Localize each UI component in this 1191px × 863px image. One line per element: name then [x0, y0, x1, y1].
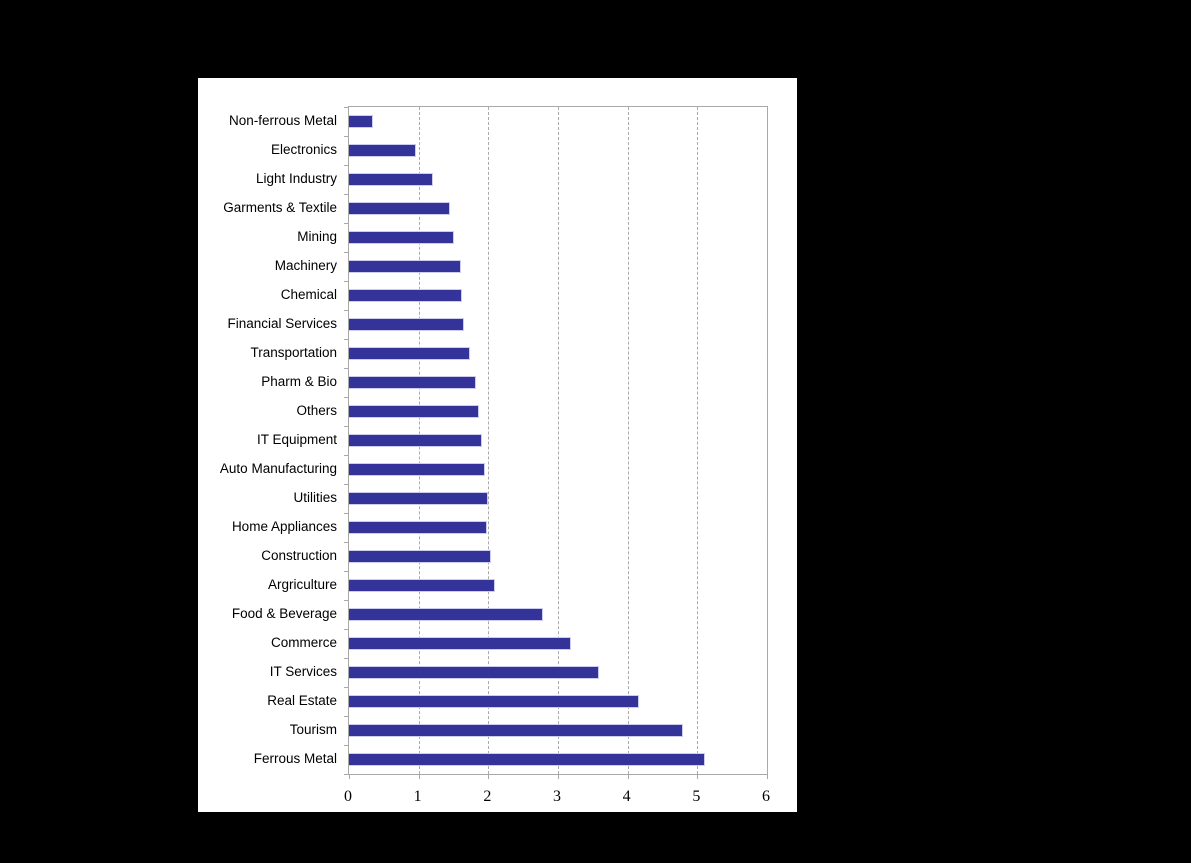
- y-axis-tick: [344, 368, 349, 369]
- x-tick-label: 5: [692, 788, 701, 805]
- x-tick-label: 2: [483, 788, 492, 805]
- bar: [349, 289, 462, 302]
- category-label: Utilities: [293, 490, 337, 505]
- y-axis-tick: [344, 194, 349, 195]
- bar: [349, 550, 492, 563]
- y-axis-tick: [344, 397, 349, 398]
- category-label: Auto Manufacturing: [219, 461, 337, 476]
- y-axis-tick: [344, 484, 349, 485]
- x-axis-tick: [488, 775, 490, 779]
- category-label: IT Services: [269, 664, 337, 679]
- y-axis-tick: [344, 658, 349, 659]
- x-tick-label: 3: [553, 788, 561, 805]
- x-tick-label: 4: [622, 788, 631, 805]
- y-axis-tick: [344, 629, 349, 630]
- x-axis-tick: [558, 775, 559, 779]
- bar: [349, 231, 455, 244]
- category-label: Garments & Textile: [223, 200, 337, 215]
- bar: [349, 318, 464, 331]
- bar: [349, 608, 543, 621]
- category-label: Machinery: [274, 258, 337, 273]
- y-axis-tick: [344, 310, 349, 311]
- y-axis-tick: [344, 107, 349, 108]
- x-axis-tick: [349, 775, 350, 779]
- y-axis-tick: [344, 223, 349, 224]
- bar: [349, 202, 451, 215]
- bar: [349, 144, 416, 157]
- x-tick-label: 0: [344, 788, 352, 805]
- y-axis-tick: [344, 136, 349, 137]
- category-label: Real Estate: [267, 693, 337, 708]
- gridline-x-2: [488, 107, 490, 774]
- category-label: Mining: [297, 229, 337, 244]
- gridline-x-3: [558, 107, 559, 774]
- bar: [349, 405, 479, 418]
- y-axis-tick: [344, 426, 349, 427]
- gridline-x-5: [697, 107, 699, 774]
- x-axis-tick: [418, 775, 420, 779]
- y-axis-tick: [344, 281, 349, 282]
- bar: [349, 463, 485, 476]
- category-label: Food & Beverage: [231, 606, 337, 621]
- y-axis-tick: [344, 716, 349, 717]
- x-axis-tick: [627, 775, 629, 779]
- bar: [349, 260, 462, 273]
- category-label: Financial Services: [227, 316, 337, 331]
- gridline-x-6: [767, 107, 768, 774]
- y-axis-tick: [344, 542, 349, 543]
- x-tick-label: 6: [762, 788, 770, 805]
- gridline-x-4: [627, 107, 629, 774]
- y-axis-tick: [344, 513, 349, 514]
- x-axis-tick: [697, 775, 699, 779]
- category-label: Construction: [261, 548, 337, 563]
- plot-area: [344, 106, 768, 779]
- category-label: Home Appliances: [231, 519, 337, 534]
- bar: [349, 376, 477, 389]
- bar: [349, 753, 705, 766]
- y-axis-tick: [344, 455, 349, 456]
- category-label: Commerce: [270, 635, 337, 650]
- category-label: Tourism: [289, 722, 337, 737]
- bar: [349, 492, 488, 505]
- category-label: Chemical: [280, 287, 337, 302]
- category-label: Non-ferrous Metal: [228, 113, 337, 128]
- y-axis-tick: [344, 687, 349, 688]
- bar: [349, 637, 571, 650]
- chart-panel: Non-ferrous Metal Electronics Light Indust…: [198, 78, 797, 812]
- bar: [349, 579, 496, 592]
- y-axis-tick: [344, 745, 349, 746]
- x-tick-label: 1: [413, 788, 422, 805]
- category-label: Others: [296, 403, 337, 418]
- y-axis-tick: [344, 339, 349, 340]
- y-axis-tick: [344, 252, 349, 253]
- bar: [349, 347, 470, 360]
- bar: [349, 724, 684, 737]
- bar: [349, 521, 487, 534]
- bar: [349, 434, 483, 447]
- x-axis-tick: [767, 775, 768, 779]
- bar: [349, 666, 600, 679]
- y-axis-tick: [344, 774, 349, 775]
- bar: [349, 115, 374, 128]
- category-label: Ferrous Metal: [253, 751, 337, 766]
- category-label: Argriculture: [267, 577, 337, 592]
- y-axis-tick: [344, 165, 349, 166]
- category-label: Transportation: [250, 345, 337, 360]
- bar: [349, 173, 433, 186]
- y-axis-tick: [344, 600, 349, 601]
- category-label: Pharm & Bio: [261, 374, 337, 389]
- bar: [349, 695, 639, 708]
- category-label: IT Equipment: [256, 432, 337, 447]
- y-axis-tick: [344, 571, 349, 572]
- category-label: Light Industry: [255, 171, 337, 186]
- category-label: Electronics: [270, 142, 337, 157]
